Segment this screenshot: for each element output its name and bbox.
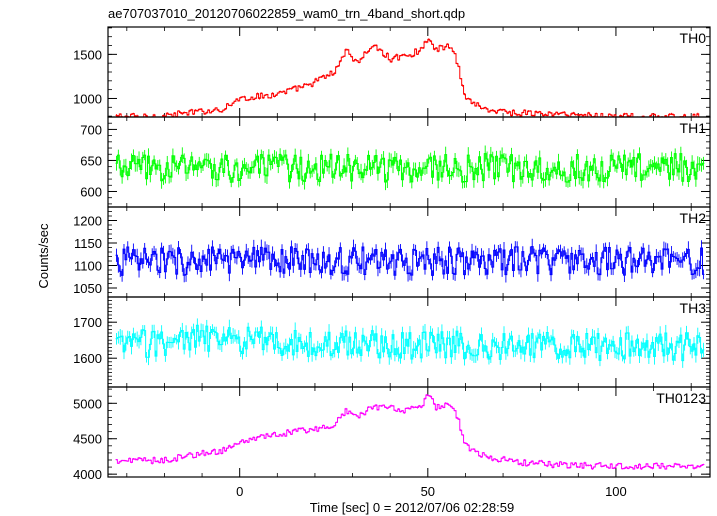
panel-frame: [107, 26, 711, 118]
y-tick-label: 650: [80, 153, 102, 168]
data-line: [115, 38, 700, 117]
panel-label: TH1: [680, 120, 707, 136]
series-th1: [115, 145, 705, 191]
series-th2: [115, 238, 705, 283]
y-tick-label: 1200: [73, 214, 102, 229]
x-tick-label: 100: [605, 484, 627, 499]
series-th3: [115, 318, 705, 368]
x-tick-labels: 0 50 100: [236, 484, 627, 499]
y-tick-label: 4500: [73, 432, 102, 447]
x-tick-label: 50: [421, 484, 435, 499]
data-line: [115, 246, 705, 276]
panel-th1: 600 650 700 TH1: [80, 116, 711, 208]
panel-th3: 1600 1700 TH3: [73, 296, 711, 388]
y-tick-label: 600: [80, 184, 102, 199]
y-tick-label: 1700: [73, 315, 102, 330]
panel-frame: [107, 206, 711, 298]
chart-title: ae707037010_20120706022859_wam0_trn_4ban…: [108, 6, 465, 21]
panel-label: TH3: [680, 300, 707, 316]
panel-label: TH0: [680, 30, 707, 46]
y-tick-label: 1000: [73, 91, 102, 106]
x-tick-label: 0: [236, 484, 243, 499]
y-tick-label: 700: [80, 122, 102, 137]
y-tick-label: 1100: [74, 259, 102, 274]
panel-th0: 1000 1500 TH0: [73, 26, 711, 118]
panels: 1000 1500 TH0 600 650 700 TH1 1050 1100 1150 1200 T…: [73, 26, 711, 482]
y-axis-label: Counts/sec: [36, 223, 51, 289]
x-axis-label: Time [sec] 0 = 2012/07/06 02:28:59: [310, 500, 514, 515]
panel-label: TH0123: [656, 390, 706, 406]
panel-th0123: 4000 4500 5000 TH0123: [73, 386, 711, 482]
y-tick-label: 1500: [73, 47, 102, 62]
y-tick-label: 5000: [73, 396, 102, 411]
panel-label: TH2: [680, 210, 707, 226]
y-tick-label: 1050: [73, 281, 102, 296]
y-tick-label: 1600: [73, 351, 102, 366]
data-line: [115, 153, 705, 183]
data-line: [115, 394, 705, 470]
series-th0123: [115, 394, 705, 470]
panel-th2: 1050 1100 1150 1200 TH2: [73, 206, 711, 298]
y-tick-label: 4000: [73, 467, 102, 482]
y-tick-label: 1150: [74, 236, 102, 251]
data-line: [115, 324, 705, 362]
